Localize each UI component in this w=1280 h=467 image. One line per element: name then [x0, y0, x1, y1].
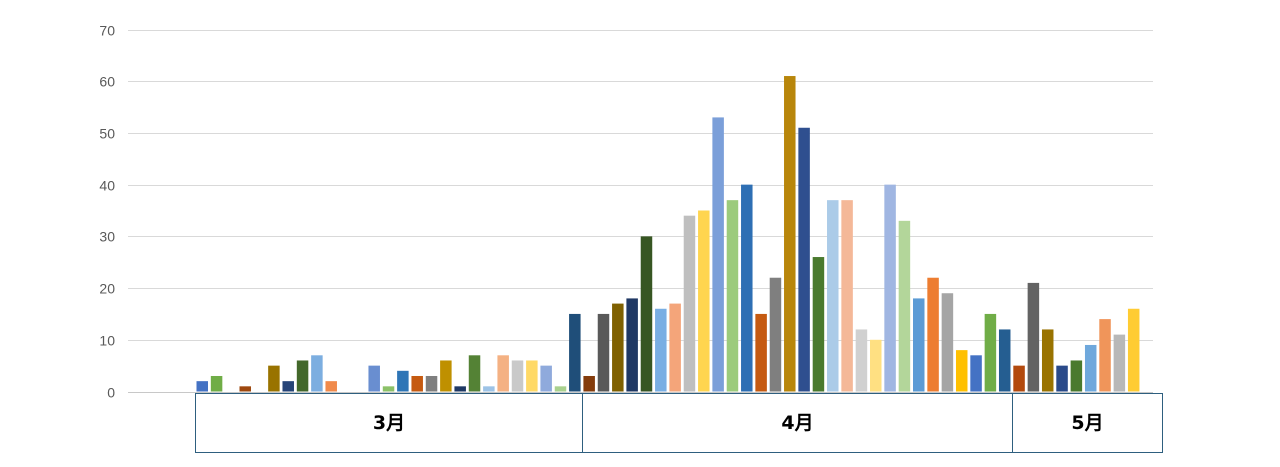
- bar: [1013, 365, 1025, 392]
- bar: [769, 277, 782, 392]
- bar: [411, 375, 423, 392]
- bar: [1070, 360, 1083, 392]
- bar: [1084, 344, 1097, 392]
- category-group-label: 4月: [781, 412, 813, 434]
- bar: [454, 386, 466, 392]
- bar: [583, 375, 595, 392]
- bar: [798, 127, 810, 392]
- bar: [1113, 334, 1126, 392]
- bar: [382, 386, 395, 392]
- bar: [597, 313, 610, 392]
- category-axis: 3月 4月 5月: [195, 393, 1163, 453]
- bar: [397, 370, 409, 392]
- y-tick-label: 30: [99, 229, 115, 245]
- bar: [841, 200, 853, 392]
- y-tick-label: 10: [99, 333, 115, 349]
- bar: [239, 386, 251, 392]
- bar: [755, 313, 767, 392]
- bar: [855, 329, 868, 392]
- bar: [884, 184, 896, 392]
- bar: [497, 355, 509, 392]
- category-group-box: [1012, 393, 1163, 453]
- bar: [268, 365, 280, 392]
- y-tick-label: 20: [99, 281, 115, 297]
- bar: [483, 386, 495, 392]
- bar: [927, 277, 939, 392]
- bar: [683, 215, 696, 392]
- bar: [554, 386, 567, 392]
- bar: [626, 298, 638, 392]
- bar: [655, 308, 667, 392]
- bar: [468, 355, 481, 392]
- bar: [1056, 365, 1068, 392]
- bar: [296, 360, 309, 392]
- bar: [440, 360, 452, 392]
- bar: [812, 257, 825, 392]
- category-group-label: 3月: [373, 412, 405, 434]
- bar: [325, 381, 337, 392]
- bar: [870, 339, 882, 392]
- bar: [741, 184, 753, 392]
- bar: [511, 360, 524, 392]
- bar: [210, 375, 223, 392]
- y-tick-label: 50: [99, 126, 115, 142]
- bar: [1127, 308, 1140, 392]
- bars: [196, 76, 1140, 392]
- bar: [998, 329, 1011, 392]
- gridlines: [128, 30, 1153, 393]
- bar: [955, 350, 968, 392]
- bar: [669, 303, 681, 392]
- bar: [1099, 319, 1111, 392]
- bar: [282, 381, 294, 392]
- bar: [569, 313, 581, 392]
- y-axis-tick-labels: 0 10 20 30 40 50 60 70: [99, 23, 115, 401]
- y-tick-label: 60: [99, 74, 115, 90]
- y-tick-label: 0: [107, 385, 115, 401]
- bar: [941, 293, 954, 392]
- bar: [612, 303, 624, 392]
- bar: [984, 313, 997, 392]
- bar: [1027, 282, 1040, 392]
- category-group-label: 5月: [1071, 412, 1103, 434]
- bar: [425, 375, 438, 392]
- bar: [784, 76, 796, 392]
- bar: [526, 360, 538, 392]
- bar: [1041, 329, 1054, 392]
- bar: [196, 381, 208, 392]
- bar: [726, 200, 739, 392]
- y-tick-label: 70: [99, 23, 115, 39]
- bar: [698, 210, 710, 392]
- bar: [898, 220, 911, 392]
- bar: [311, 355, 323, 392]
- bar: [368, 365, 380, 392]
- y-tick-label: 40: [99, 178, 115, 194]
- bar: [970, 355, 982, 392]
- bar: [540, 365, 552, 392]
- bar: [913, 298, 925, 392]
- bar: [827, 200, 839, 392]
- bar: [712, 117, 724, 392]
- bar: [640, 236, 653, 392]
